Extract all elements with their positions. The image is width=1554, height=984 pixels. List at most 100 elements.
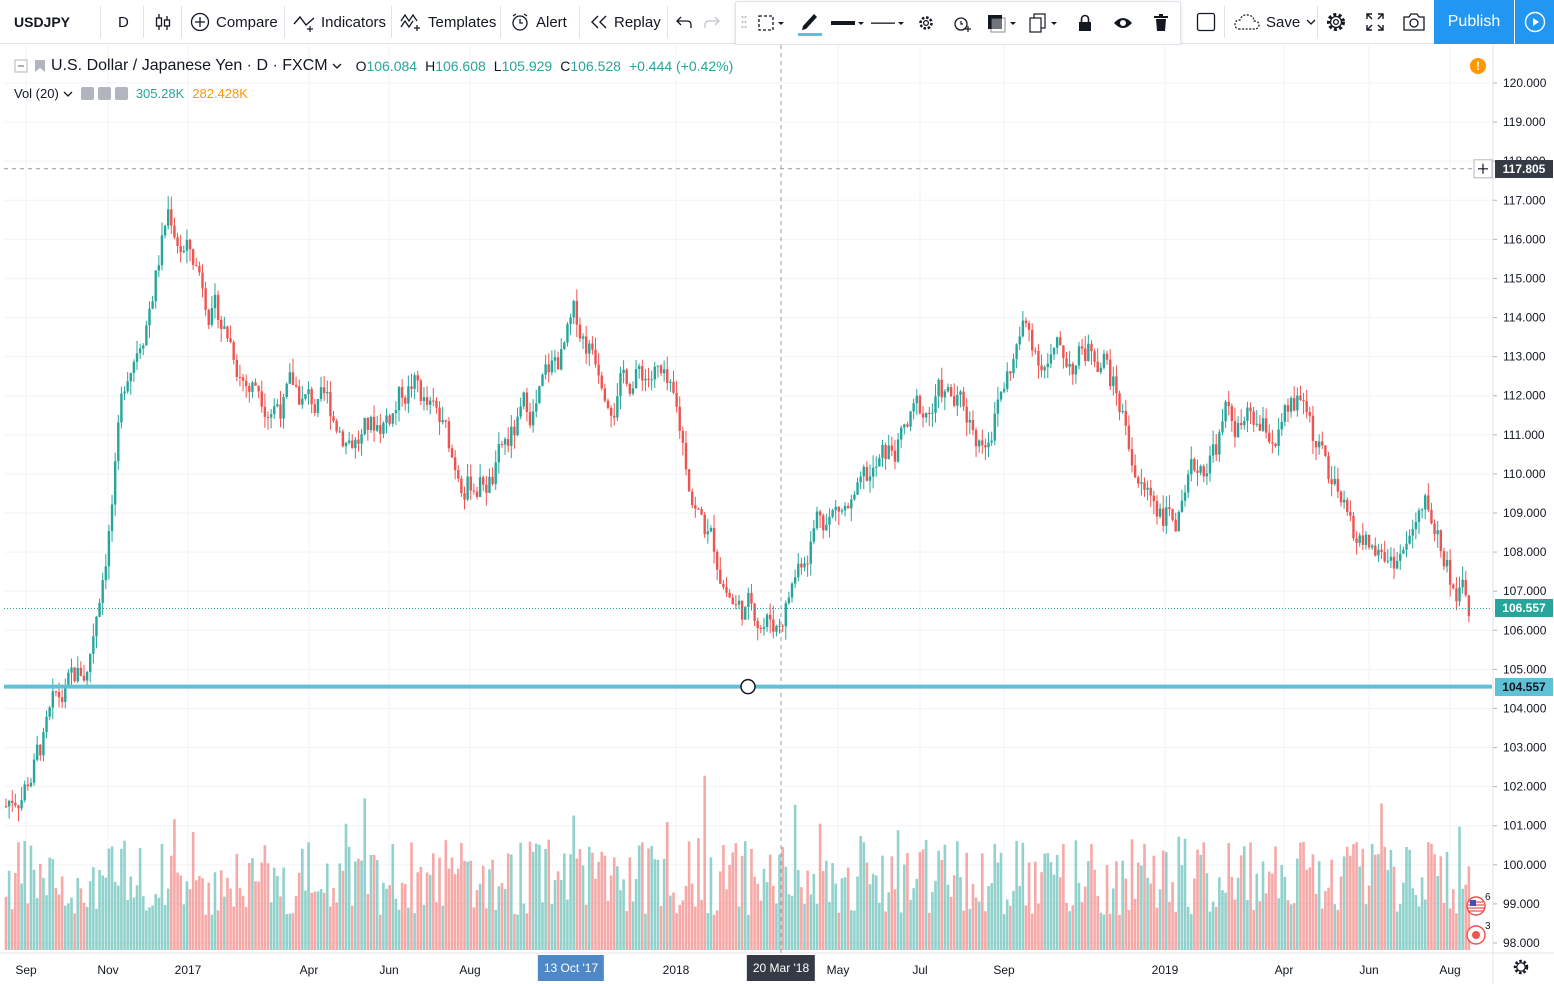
interval-button[interactable]: D xyxy=(118,0,129,44)
volume-title[interactable]: Vol (20) xyxy=(14,86,59,101)
volume-bar xyxy=(319,889,323,950)
candle xyxy=(60,689,64,708)
volume-bar xyxy=(1352,844,1355,950)
candle xyxy=(244,374,248,398)
candle xyxy=(937,378,940,409)
volume-bar xyxy=(800,887,803,950)
volume-bar xyxy=(600,851,604,950)
line-width-select[interactable] xyxy=(830,2,866,44)
chevron-down-icon[interactable] xyxy=(332,61,342,71)
collapse-icon[interactable] xyxy=(14,59,28,73)
candle xyxy=(1221,409,1224,436)
candle xyxy=(875,456,878,477)
candle xyxy=(984,438,987,460)
candle xyxy=(787,591,791,605)
save-button[interactable]: Save xyxy=(1234,0,1316,44)
candle xyxy=(1040,354,1043,378)
eye-toggle-icon[interactable] xyxy=(80,87,94,100)
line-style-select[interactable] xyxy=(870,2,906,44)
volume-bar xyxy=(1448,908,1452,950)
add-alert-button[interactable] xyxy=(946,2,978,44)
lock-button[interactable] xyxy=(1070,2,1100,44)
candle xyxy=(1012,353,1015,379)
candle xyxy=(1096,348,1099,373)
line-anchor-handle[interactable] xyxy=(740,678,756,695)
volume-bar xyxy=(1355,842,1358,950)
volume-bar xyxy=(219,870,223,950)
last-price-label: 106.557 xyxy=(1502,601,1546,615)
volume-bar xyxy=(1058,877,1062,950)
candle xyxy=(834,500,837,522)
publish-button[interactable]: Publish xyxy=(1434,0,1514,44)
symbol-search[interactable]: USDJPY xyxy=(14,0,70,44)
delete-button[interactable] xyxy=(1146,2,1176,44)
jp-event-marker[interactable]: 3 xyxy=(1466,921,1491,945)
alert-button[interactable]: Alert xyxy=(510,0,567,44)
candle xyxy=(890,436,894,457)
candle xyxy=(1158,503,1162,519)
candle xyxy=(990,431,993,446)
volume-bar xyxy=(410,842,413,950)
layout-button[interactable] xyxy=(1196,0,1216,44)
candle xyxy=(394,401,398,426)
redo-icon xyxy=(704,16,720,28)
candle xyxy=(768,603,772,633)
snapshot-button[interactable] xyxy=(1402,0,1426,44)
crosshair-plus-icon[interactable] xyxy=(1473,159,1493,179)
time-tick-label: 2017 xyxy=(175,963,202,977)
line-color-button[interactable] xyxy=(794,2,826,44)
price-chart[interactable]: 120.000119.000118.000117.000116.000115.0… xyxy=(0,45,1554,984)
undo-button[interactable] xyxy=(676,0,692,44)
volume-bar xyxy=(644,913,647,950)
volume-bar xyxy=(1464,884,1468,950)
price-tick-label: 103.000 xyxy=(1503,741,1547,755)
close-icon[interactable] xyxy=(114,87,128,100)
axis-settings-button[interactable] xyxy=(1512,958,1530,981)
volume-bar xyxy=(1327,887,1330,950)
volume-bar xyxy=(456,868,460,950)
series-title[interactable]: U.S. Dollar / Japanese Yen · D · FXCM xyxy=(51,57,328,74)
chart-settings-button[interactable] xyxy=(1325,0,1347,44)
indicators-button[interactable]: Indicators xyxy=(293,0,386,44)
volume-bar xyxy=(563,853,566,950)
play-button[interactable] xyxy=(1515,0,1554,44)
fullscreen-button[interactable] xyxy=(1365,0,1385,44)
candle xyxy=(220,315,223,342)
templates-button[interactable]: Templates xyxy=(400,0,496,44)
chart-style-button[interactable] xyxy=(155,0,171,44)
volume-bar xyxy=(846,867,850,950)
compare-button[interactable]: Compare xyxy=(190,0,278,44)
replay-button[interactable]: Replay xyxy=(590,0,661,44)
candle xyxy=(987,432,990,458)
candle xyxy=(672,370,675,395)
settings-toggle-icon[interactable] xyxy=(97,87,111,100)
volume-bar xyxy=(95,908,98,950)
volume-bar xyxy=(1236,877,1240,950)
volume-bar xyxy=(316,891,320,950)
visual-order-select[interactable] xyxy=(984,2,1020,44)
candle xyxy=(1059,331,1062,346)
settings-button[interactable] xyxy=(910,2,942,44)
volume-bar xyxy=(715,910,719,950)
hide-button[interactable] xyxy=(1108,2,1138,44)
drag-handle[interactable] xyxy=(738,2,750,44)
volume-bar xyxy=(1320,908,1324,950)
volume-bar xyxy=(893,889,897,950)
warning-icon[interactable]: ! xyxy=(1470,58,1486,74)
redo-button[interactable] xyxy=(704,0,720,44)
last-price-tag: 106.557 xyxy=(1495,599,1553,617)
chevron-down-icon[interactable] xyxy=(63,89,73,99)
us-event-marker[interactable]: 6 xyxy=(1466,892,1491,916)
candle xyxy=(691,488,694,509)
volume-bar xyxy=(1161,850,1165,950)
candle xyxy=(98,598,101,618)
volume-bar xyxy=(60,876,64,950)
template-select[interactable] xyxy=(754,2,788,44)
volume-bar xyxy=(987,886,990,950)
volume-ma-value: 282.428K xyxy=(192,86,248,101)
candle xyxy=(4,798,8,809)
volume-bar xyxy=(1118,914,1121,950)
candle xyxy=(778,618,781,634)
clone-select[interactable] xyxy=(1026,2,1062,44)
candle xyxy=(466,464,469,502)
